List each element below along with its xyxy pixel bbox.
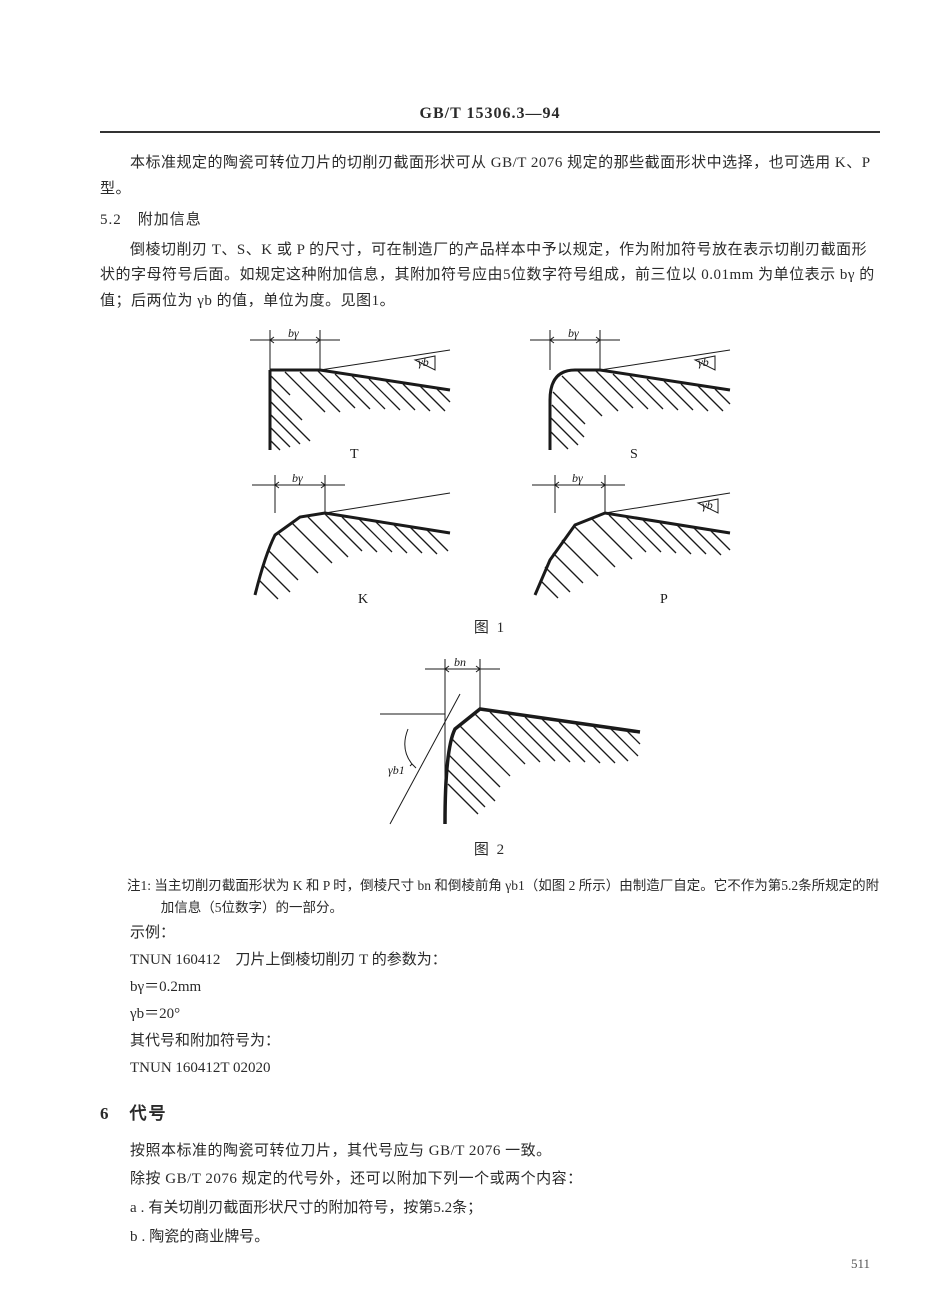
label-T: T — [350, 447, 359, 462]
heading-5-2: 5.2 附加信息 — [100, 208, 880, 234]
list-item-a-text: 有关切削刃截面形状尺寸的附加符号，按第5.2条； — [148, 1200, 482, 1216]
diagram-P: bγ γb P — [520, 465, 740, 610]
paragraph-intro: 本标准规定的陶瓷可转位刀片的切削刃截面形状可从 GB/T 2076 规定的那些截… — [100, 151, 880, 202]
dim-bn: bn — [454, 655, 466, 669]
svg-text:bγ: bγ — [292, 471, 303, 485]
page-header: GB/T 15306.3—94 — [100, 100, 880, 133]
svg-text:bγ: bγ — [568, 326, 579, 340]
paragraph-5-2: 倒棱切削刃 T、S、K 或 P 的尺寸，可在制造厂的产品样本中予以规定，作为附加… — [100, 238, 880, 315]
list-item-b-text: 陶瓷的商业牌号。 — [149, 1229, 269, 1245]
example-line-1: TNUN 160412 刀片上倒棱切削刃 T 的参数为： — [130, 947, 880, 974]
list-item-b: b.陶瓷的商业牌号。 — [130, 1223, 880, 1252]
diagram-fig2: bn γb1 — [330, 654, 650, 834]
diagram-T: bγ γb T — [240, 320, 460, 465]
label-K: K — [358, 592, 368, 607]
diagram-K: bγ K — [240, 465, 460, 610]
example-line-4: 其代号和附加符号为： — [130, 1028, 880, 1055]
list-item-a: a.有关切削刃截面形状尺寸的附加符号，按第5.2条； — [130, 1194, 880, 1223]
figure-1-grid: bγ γb T — [100, 320, 880, 610]
diagram-S: bγ γb S — [520, 320, 740, 465]
heading-6: 6 代号 — [100, 1100, 880, 1129]
example-line-3: γb＝20° — [130, 1001, 880, 1028]
example-title: 示例： — [130, 920, 880, 947]
example-line-5: TNUN 160412T 02020 — [130, 1055, 880, 1082]
page-number: 511 — [851, 1253, 870, 1275]
figure-2-wrap: bn γb1 — [100, 654, 880, 834]
label-S: S — [630, 447, 638, 462]
dim-gamma-b1: γb1 — [388, 763, 405, 777]
dim-b: bγ — [288, 326, 299, 340]
label-P: P — [660, 592, 668, 607]
figure-1-caption: 图 1 — [100, 616, 880, 642]
figure-2-caption: 图 2 — [100, 838, 880, 864]
note-1: 注1: 当主切削刃截面形状为 K 和 P 时，倒棱尺寸 bn 和倒棱前角 γb1… — [127, 875, 880, 918]
example-line-2: bγ＝0.2mm — [130, 974, 880, 1001]
svg-text:bγ: bγ — [572, 471, 583, 485]
paragraph-6-1: 按照本标准的陶瓷可转位刀片，其代号应与 GB/T 2076 一致。 — [100, 1139, 880, 1165]
paragraph-6-2: 除按 GB/T 2076 规定的代号外，还可以附加下列一个或两个内容： — [100, 1167, 880, 1193]
